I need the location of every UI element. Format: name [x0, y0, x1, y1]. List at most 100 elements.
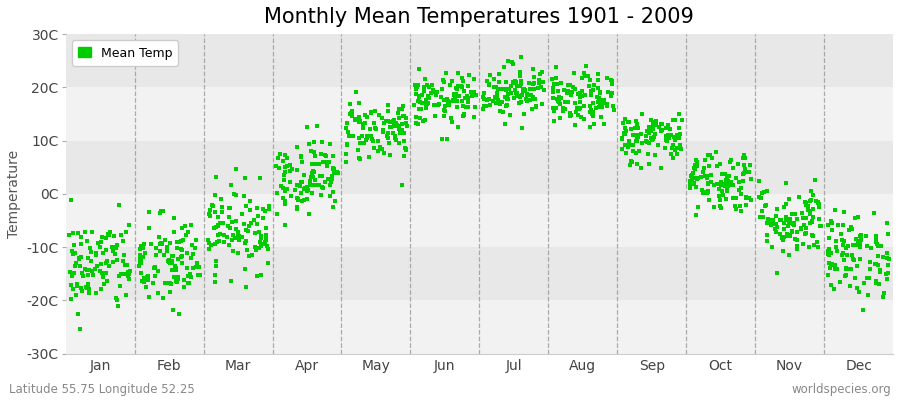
- Point: [583, 124, 598, 130]
- Point: [450, 86, 464, 92]
- Point: [825, 220, 840, 226]
- Point: [571, 105, 585, 112]
- Point: [410, 98, 425, 104]
- Point: [846, 242, 860, 248]
- Point: [719, 180, 733, 186]
- Point: [674, 146, 688, 152]
- Point: [205, 203, 220, 210]
- Point: [456, 102, 471, 109]
- Point: [552, 99, 566, 106]
- Point: [595, 102, 609, 109]
- Point: [617, 131, 632, 138]
- Point: [292, 197, 306, 204]
- Point: [189, 264, 203, 270]
- Point: [409, 114, 423, 120]
- Point: [654, 128, 669, 135]
- Point: [323, 140, 338, 147]
- Point: [426, 87, 440, 94]
- Point: [400, 146, 414, 153]
- Point: [396, 103, 410, 109]
- Point: [605, 78, 619, 84]
- Point: [666, 155, 680, 161]
- Point: [411, 94, 426, 101]
- Point: [860, 243, 874, 250]
- Point: [122, 271, 137, 278]
- Point: [276, 185, 291, 192]
- Point: [617, 125, 632, 132]
- Point: [783, 216, 797, 222]
- Point: [763, 221, 778, 228]
- Point: [822, 248, 836, 254]
- Point: [418, 117, 433, 123]
- Point: [100, 257, 114, 264]
- Point: [346, 133, 361, 139]
- Point: [367, 119, 382, 126]
- Point: [667, 134, 681, 140]
- Point: [546, 85, 561, 91]
- Point: [640, 139, 654, 145]
- Point: [501, 91, 516, 97]
- Point: [688, 162, 702, 168]
- Point: [868, 239, 883, 245]
- Point: [662, 134, 676, 141]
- Point: [284, 166, 299, 172]
- Point: [837, 257, 851, 264]
- Point: [302, 178, 317, 184]
- Point: [643, 160, 657, 167]
- Point: [806, 192, 820, 198]
- Point: [575, 92, 590, 99]
- Point: [852, 233, 867, 240]
- Point: [634, 130, 649, 137]
- Point: [501, 58, 516, 64]
- Point: [526, 80, 541, 86]
- Point: [392, 124, 406, 130]
- Point: [284, 168, 298, 175]
- Point: [688, 166, 702, 172]
- Point: [67, 270, 81, 277]
- Point: [428, 113, 442, 119]
- Point: [239, 238, 254, 244]
- Point: [418, 76, 432, 82]
- Point: [395, 127, 410, 133]
- Point: [844, 266, 859, 272]
- Point: [844, 226, 859, 232]
- Point: [81, 272, 95, 278]
- Point: [64, 296, 78, 302]
- Point: [645, 126, 660, 132]
- Point: [869, 233, 884, 239]
- Point: [876, 254, 890, 260]
- Point: [109, 295, 123, 302]
- Point: [769, 220, 783, 227]
- Point: [87, 266, 102, 272]
- Point: [782, 220, 796, 226]
- Point: [85, 229, 99, 235]
- Point: [436, 79, 451, 86]
- Point: [499, 79, 513, 86]
- Point: [563, 111, 578, 118]
- Point: [110, 242, 124, 248]
- Point: [795, 210, 809, 216]
- Point: [642, 130, 656, 136]
- Point: [165, 258, 179, 264]
- Point: [256, 215, 270, 221]
- Point: [308, 152, 322, 159]
- Point: [706, 204, 721, 210]
- Point: [720, 186, 734, 192]
- Point: [217, 239, 231, 246]
- Point: [225, 237, 239, 243]
- Point: [652, 142, 666, 148]
- Point: [850, 242, 864, 248]
- Point: [810, 239, 824, 245]
- Point: [276, 172, 291, 178]
- Point: [700, 175, 715, 181]
- Point: [169, 265, 184, 271]
- Point: [642, 128, 656, 134]
- Point: [359, 137, 374, 144]
- Point: [383, 124, 398, 130]
- Point: [592, 101, 607, 107]
- Point: [755, 190, 770, 196]
- Point: [248, 246, 263, 253]
- Point: [284, 193, 299, 199]
- Point: [744, 196, 759, 203]
- Point: [835, 222, 850, 228]
